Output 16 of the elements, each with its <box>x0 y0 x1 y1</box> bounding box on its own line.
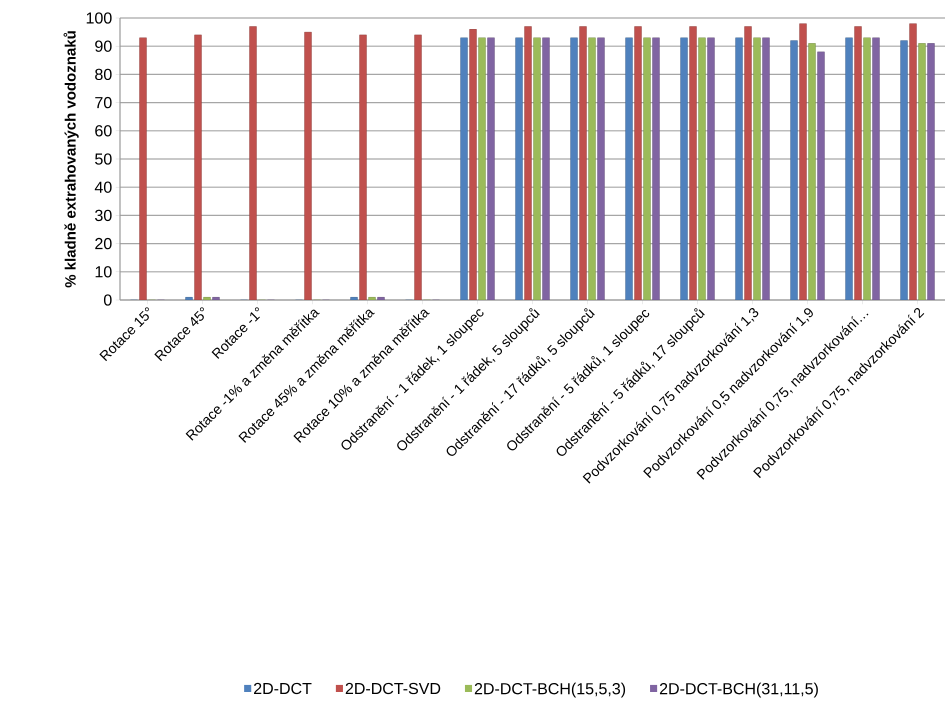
y-axis-title: % kladně extrahovaných vodoznaků <box>64 31 79 288</box>
legend-label: 2D-DCT <box>254 682 312 694</box>
y-tick-label: 10 <box>96 266 112 278</box>
legend-label: 2D-DCT-BCH(31,11,5) <box>660 682 818 698</box>
y-tick-label: 90 <box>95 40 112 52</box>
y-tick-label: 50 <box>95 153 112 165</box>
legend-label: 2D-DCT-BCH(15,5,3) <box>474 682 626 698</box>
y-tick-label: 80 <box>95 68 112 80</box>
y-tick-label: 40 <box>94 182 112 193</box>
y-tick-label: 30 <box>95 210 112 222</box>
y-tick-label: 0 <box>104 294 112 306</box>
y-tick-label: 60 <box>95 125 112 136</box>
y-tick-label: 100 <box>86 12 112 24</box>
y-tick-label: 20 <box>95 238 112 250</box>
y-tick-label: 70 <box>95 96 112 108</box>
legend-label: 2D-DCT-SVD <box>346 682 440 694</box>
